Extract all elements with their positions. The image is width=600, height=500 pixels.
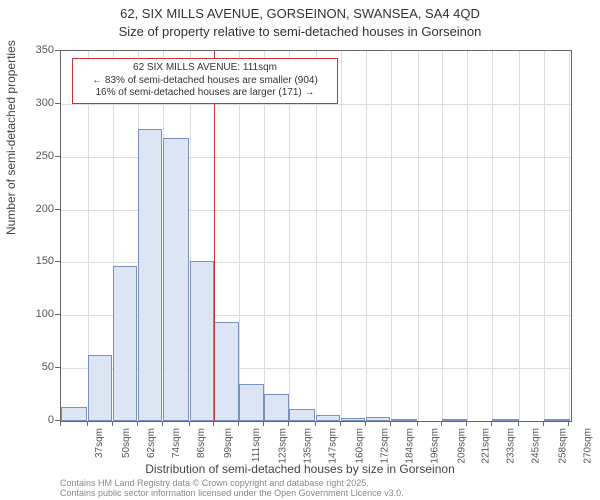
- x-tick-label: 245sqm: [531, 428, 542, 464]
- x-tick-mark: [441, 421, 442, 426]
- histogram-bar: [544, 419, 570, 421]
- histogram-bar: [442, 419, 466, 421]
- x-tick-mark: [417, 421, 418, 426]
- x-tick-label: 147sqm: [328, 428, 339, 464]
- histogram-bar: [163, 138, 189, 421]
- histogram-bar: [88, 355, 112, 421]
- x-axis-label: Distribution of semi-detached houses by …: [0, 462, 600, 476]
- gridline-v: [442, 51, 443, 421]
- histogram-bar: [264, 394, 288, 421]
- x-tick-mark: [491, 421, 492, 426]
- gridline-v: [289, 51, 290, 421]
- gridline-v: [418, 51, 419, 421]
- gridline-v: [316, 51, 317, 421]
- x-tick-mark: [213, 421, 214, 426]
- x-tick-mark: [263, 421, 264, 426]
- annotation-box: 62 SIX MILLS AVENUE: 111sqm← 83% of semi…: [72, 58, 338, 104]
- y-tick-label: 150: [14, 255, 54, 267]
- histogram-bar: [214, 322, 238, 421]
- gridline-v: [366, 51, 367, 421]
- histogram-bar: [190, 261, 214, 421]
- x-tick-label: 74sqm: [171, 428, 182, 458]
- x-tick-mark: [466, 421, 467, 426]
- y-tick-mark: [55, 314, 60, 315]
- annotation-line: ← 83% of semi-detached houses are smalle…: [79, 75, 331, 88]
- y-tick-label: 350: [14, 44, 54, 56]
- x-tick-label: 111sqm: [252, 428, 263, 462]
- gridline-v: [569, 51, 570, 421]
- chart-title-line2: Size of property relative to semi-detach…: [0, 24, 600, 39]
- y-tick-label: 300: [14, 97, 54, 109]
- gridline-v: [239, 51, 240, 421]
- x-tick-label: 50sqm: [121, 428, 132, 458]
- x-tick-mark: [568, 421, 569, 426]
- x-tick-label: 99sqm: [223, 428, 234, 458]
- gridline-v: [264, 51, 265, 421]
- x-tick-label: 86sqm: [196, 428, 207, 458]
- y-tick-label: 200: [14, 203, 54, 215]
- x-tick-label: 135sqm: [303, 428, 314, 464]
- plot-area: [60, 50, 572, 422]
- y-tick-label: 100: [14, 308, 54, 320]
- x-tick-mark: [137, 421, 138, 426]
- gridline-v: [519, 51, 520, 421]
- x-tick-label: 123sqm: [278, 428, 289, 464]
- y-tick-label: 0: [14, 414, 54, 426]
- x-tick-mark: [390, 421, 391, 426]
- footer-line1: Contains HM Land Registry data © Crown c…: [60, 478, 404, 488]
- x-tick-mark: [112, 421, 113, 426]
- gridline-v: [492, 51, 493, 421]
- gridline-v: [391, 51, 392, 421]
- x-tick-mark: [87, 421, 88, 426]
- histogram-bar: [239, 384, 263, 421]
- x-tick-mark: [288, 421, 289, 426]
- x-tick-label: 160sqm: [355, 428, 366, 464]
- histogram-bar: [61, 407, 87, 421]
- x-tick-label: 172sqm: [379, 428, 390, 464]
- y-tick-label: 250: [14, 150, 54, 162]
- histogram-bar: [316, 415, 340, 421]
- x-tick-label: 184sqm: [404, 428, 415, 464]
- x-tick-mark: [543, 421, 544, 426]
- x-tick-label: 37sqm: [94, 428, 105, 458]
- histogram-bar: [391, 419, 417, 421]
- histogram-bar: [366, 417, 390, 421]
- y-tick-mark: [55, 103, 60, 104]
- x-tick-mark: [60, 421, 61, 426]
- x-tick-mark: [518, 421, 519, 426]
- annotation-line: 62 SIX MILLS AVENUE: 111sqm: [79, 62, 331, 75]
- footer-line2: Contains public sector information licen…: [60, 488, 404, 498]
- x-tick-mark: [162, 421, 163, 426]
- x-tick-label: 62sqm: [146, 428, 157, 458]
- annotation-line: 16% of semi-detached houses are larger (…: [79, 87, 331, 100]
- histogram-bar: [113, 266, 137, 421]
- histogram-bar: [289, 409, 315, 421]
- x-tick-label: 209sqm: [456, 428, 467, 464]
- histogram-bar: [138, 129, 162, 421]
- x-tick-mark: [340, 421, 341, 426]
- gridline-v: [467, 51, 468, 421]
- y-tick-label: 50: [14, 361, 54, 373]
- y-tick-mark: [55, 156, 60, 157]
- x-tick-mark: [189, 421, 190, 426]
- x-tick-mark: [315, 421, 316, 426]
- y-tick-mark: [55, 50, 60, 51]
- attribution-footer: Contains HM Land Registry data © Crown c…: [60, 478, 404, 499]
- x-tick-label: 270sqm: [583, 428, 594, 464]
- y-tick-mark: [55, 209, 60, 210]
- chart-title-line1: 62, SIX MILLS AVENUE, GORSEINON, SWANSEA…: [0, 6, 600, 21]
- histogram-bar: [341, 418, 365, 421]
- y-tick-mark: [55, 261, 60, 262]
- x-tick-mark: [238, 421, 239, 426]
- gridline-v: [544, 51, 545, 421]
- histogram-bar: [492, 419, 518, 421]
- gridline-v: [341, 51, 342, 421]
- x-tick-mark: [365, 421, 366, 426]
- y-tick-mark: [55, 367, 60, 368]
- x-tick-label: 196sqm: [429, 428, 440, 464]
- x-tick-label: 233sqm: [506, 428, 517, 464]
- property-marker-line: [214, 51, 215, 421]
- x-tick-label: 258sqm: [558, 428, 569, 464]
- x-tick-label: 221sqm: [481, 428, 492, 464]
